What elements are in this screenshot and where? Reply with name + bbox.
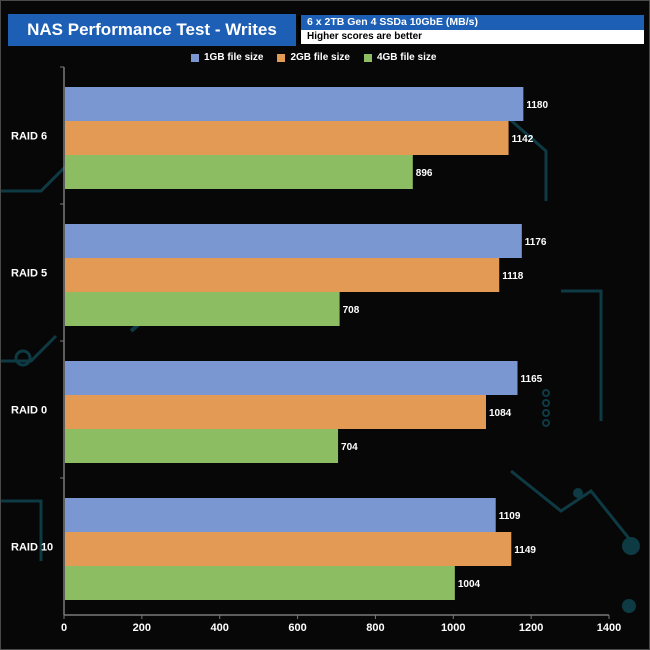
circuit-decoration: [14, 349, 32, 367]
x-tick-label: 600: [288, 622, 306, 634]
circuit-decoration: [1, 334, 58, 363]
x-tick-label: 800: [366, 622, 384, 634]
data-label: 1165: [521, 374, 543, 385]
chart-subtitle: 6 x 2TB Gen 4 SSDa 10GbE (MB/s): [298, 15, 644, 30]
legend-swatch: [363, 54, 372, 62]
chart-title: NAS Performance Test - Writes: [8, 14, 296, 46]
legend-item: 4GB file size: [363, 51, 437, 65]
bar: [65, 121, 509, 155]
x-tick-label: 1000: [441, 622, 465, 634]
data-label: 1084: [489, 408, 512, 419]
circuit-decoration: [542, 389, 550, 397]
bar: [65, 361, 518, 395]
legend-label: 4GB file size: [376, 52, 437, 63]
bar: [65, 395, 486, 429]
x-tick-label: 1400: [597, 622, 621, 634]
data-label: 1149: [514, 545, 536, 556]
data-label: 1180: [526, 100, 548, 111]
category-label: RAID 10: [11, 542, 53, 554]
data-label: 1118: [502, 271, 524, 282]
bar: [65, 566, 455, 600]
data-label: 708: [343, 305, 360, 316]
circuit-decoration: [505, 114, 548, 201]
bar: [65, 498, 496, 532]
category-label: RAID 5: [11, 268, 47, 280]
circuit-decoration: [510, 469, 633, 542]
data-label: 1142: [512, 134, 534, 145]
chart-info-box: 6 x 2TB Gen 4 SSDa 10GbE (MB/s) Higher s…: [298, 15, 644, 44]
legend-label: 2GB file size: [290, 52, 350, 63]
x-tick-label: 200: [133, 622, 151, 634]
chart-note: Higher scores are better: [298, 30, 644, 44]
x-tick-label: 400: [211, 622, 229, 634]
chart-legend: 1GB file size 2GB file size 4GB file siz…: [191, 51, 436, 65]
bar: [65, 87, 524, 121]
circuit-decoration: [573, 488, 583, 498]
circuit-decoration: [1, 101, 73, 193]
category-label: RAID 0: [11, 405, 47, 417]
circuit-decoration: [561, 289, 603, 421]
data-label: 704: [341, 442, 358, 453]
data-label: 1176: [525, 237, 547, 248]
circuit-decoration: [542, 399, 550, 407]
x-tick-label: 1200: [519, 622, 543, 634]
bar: [65, 258, 500, 292]
legend-label: 1GB file size: [204, 52, 264, 63]
bar: [65, 429, 339, 463]
data-label: 896: [416, 168, 433, 179]
x-tick-label: 0: [61, 622, 67, 634]
circuit-decoration: [542, 419, 550, 427]
legend-swatch: [191, 54, 199, 62]
bar: [65, 155, 413, 189]
data-label: 1109: [499, 511, 521, 522]
circuit-decoration: [622, 599, 636, 613]
circuit-decoration: [542, 409, 550, 417]
legend-item: 2GB file size: [277, 51, 350, 65]
bar: [65, 292, 340, 326]
circuit-decoration: [1, 499, 43, 561]
bar: [65, 224, 522, 258]
bar: [65, 532, 512, 566]
category-label: RAID 6: [11, 131, 47, 143]
legend-item: 1GB file size: [191, 51, 263, 65]
circuit-decoration: [622, 537, 640, 555]
legend-swatch: [277, 54, 286, 62]
data-label: 1004: [458, 579, 481, 590]
